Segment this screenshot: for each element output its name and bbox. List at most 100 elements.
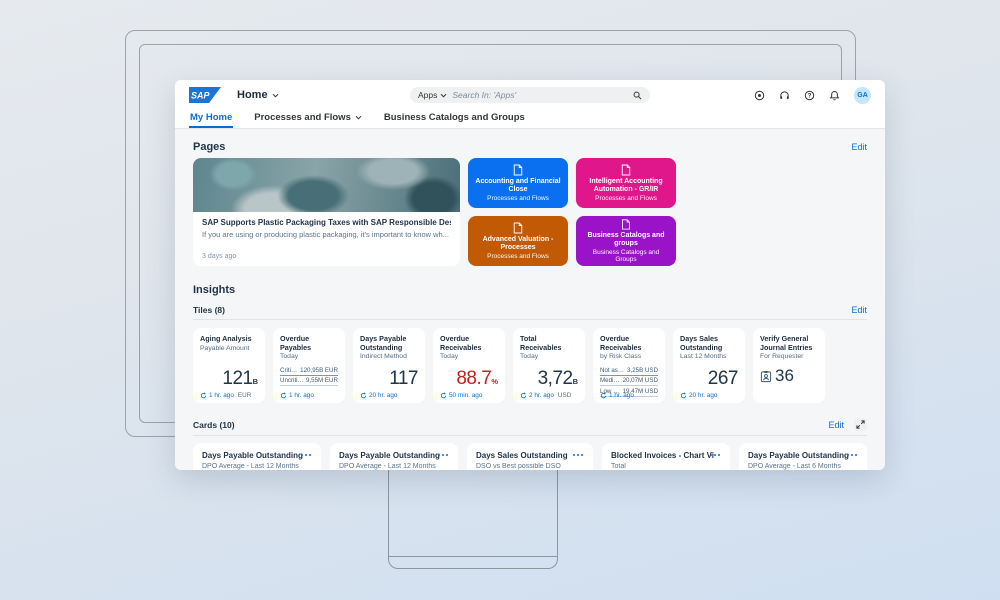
card-title: Days Payable Outstanding Direct [202, 451, 305, 460]
tile-total-receivables[interactable]: Total Receivables Today 3,72B 2 hr. ago … [513, 328, 585, 403]
page-tile-advanced-valuation[interactable]: Advanced Valuation - Processes Processes… [468, 216, 568, 266]
expand-button[interactable] [854, 418, 867, 431]
device-tablet-stand-line [388, 556, 558, 557]
search-input[interactable] [452, 90, 628, 100]
insights-title: Insights [193, 284, 236, 296]
tile-refresh-time: 1 hr. ago [209, 392, 234, 399]
row-label: Medium D... [600, 377, 623, 385]
page-tile-title: Advanced Valuation - Processes [482, 235, 554, 251]
page-tile-accounting-financial-close[interactable]: Accounting and Financial Close Processes… [468, 158, 568, 208]
page-tile-business-catalogs-groups[interactable]: Business Catalogs and groups Business Ca… [576, 216, 676, 266]
search-bar[interactable]: Apps [410, 87, 650, 103]
card-dpo-direct[interactable]: Days Payable Outstanding Direct DPO Aver… [193, 443, 321, 470]
news-card-body: SAP Supports Plastic Packaging Taxes wit… [193, 212, 460, 245]
cards-header-label: Cards (10) [193, 419, 235, 430]
tile-subtitle: Today [520, 353, 539, 361]
tile-title: Overdue Receivables [440, 334, 482, 352]
pages-row: SAP Supports Plastic Packaging Taxes wit… [193, 158, 867, 266]
tile-list-row: Low Defa... 19,47M USD [600, 386, 658, 397]
refresh-icon[interactable] [520, 392, 527, 399]
tab-label: Processes and Flows [254, 111, 351, 123]
tile-unit: % [491, 377, 498, 386]
tile-refresh-time: 20 hr. ago [369, 392, 398, 399]
tile-overdue-receivables-risk-class[interactable]: Overdue Receivables by Risk Class Not as… [593, 328, 665, 403]
news-card-title: SAP Supports Plastic Packaging Taxes wit… [202, 218, 451, 227]
overflow-menu-icon[interactable] [851, 454, 853, 456]
tile-subtitle: Today [440, 353, 459, 361]
tile-refresh-time: 1 hr. ago [609, 392, 634, 399]
tab-my-home[interactable]: My Home [189, 110, 234, 128]
overflow-menu-icon[interactable] [577, 454, 579, 456]
overflow-menu-icon[interactable] [714, 454, 716, 456]
card-dpo-indirect-6m[interactable]: Days Payable Outstanding Indirect DPO Av… [739, 443, 867, 470]
tile-footer: 1 hr. ago [280, 392, 314, 399]
sap-logo-text: SAP [191, 91, 211, 101]
search-icon[interactable] [633, 91, 642, 100]
tab-business-catalogs-and-groups[interactable]: Business Catalogs and Groups [383, 110, 526, 128]
cards-edit-button[interactable]: Edit [828, 419, 844, 430]
tile-overdue-payables[interactable]: Overdue Payables Today Critical O... 120… [273, 328, 345, 403]
sap-logo[interactable]: SAP [189, 87, 221, 103]
page-tile-subtitle: Processes and Flows [595, 195, 657, 203]
tab-processes-and-flows[interactable]: Processes and Flows [253, 110, 363, 128]
search-scope-select[interactable]: Apps [418, 90, 447, 100]
pages-edit-button[interactable]: Edit [851, 142, 867, 152]
tile-subtitle: Today [280, 353, 299, 361]
home-menu-label: Home [237, 89, 268, 101]
row-label: Not assigned [600, 366, 627, 374]
chevron-down-icon [441, 93, 447, 97]
tiles-section-header: Tiles (8) Edit [193, 305, 867, 320]
tile-refresh-time: 20 hr. ago [689, 392, 718, 399]
tile-title: Overdue Receivables [600, 334, 642, 352]
tile-subtitle: Indirect Method [360, 353, 407, 361]
assistant-icon[interactable] [754, 90, 765, 101]
card-subtitle: DSO vs Best possible DSO [476, 463, 561, 470]
device-tablet-outline [388, 430, 558, 569]
tile-list-row: Critical O... 120,95B EUR [280, 365, 338, 376]
document-icon [513, 222, 523, 234]
tile-subtitle: Last 12 Months [680, 353, 727, 361]
support-headset-icon[interactable] [779, 90, 790, 101]
overflow-menu-icon[interactable] [305, 454, 307, 456]
tiles-edit-button[interactable]: Edit [851, 305, 867, 315]
overflow-menu-icon[interactable] [442, 454, 444, 456]
notifications-bell-icon[interactable] [829, 90, 840, 101]
card-blocked-invoices[interactable]: Blocked Invoices - Chart View Total 64,7… [602, 443, 730, 470]
refresh-icon[interactable] [360, 392, 367, 399]
page-content: Pages Edit SAP Supports Plastic Packagin… [175, 129, 885, 470]
news-card[interactable]: SAP Supports Plastic Packaging Taxes wit… [193, 158, 460, 266]
pages-section-header: Pages Edit [193, 141, 867, 153]
refresh-icon[interactable] [440, 392, 447, 399]
tile-overdue-receivables-today[interactable]: Overdue Receivables Today 88.7% 50 min. … [433, 328, 505, 403]
tile-aging-analysis[interactable]: Aging Analysis Payable Amount 121B 1 hr.… [193, 328, 265, 403]
news-card-description: If you are using or producing plastic pa… [202, 230, 449, 239]
tile-refresh-time: 1 hr. ago [289, 392, 314, 399]
tile-days-sales-outstanding[interactable]: Days Sales Outstanding Last 12 Months 26… [673, 328, 745, 403]
page-tile-subtitle: Processes and Flows [487, 253, 549, 261]
user-avatar[interactable]: GA [854, 86, 871, 104]
help-icon[interactable]: ? [804, 90, 815, 101]
page-tile-intelligent-accounting-automation[interactable]: Intelligent Accounting Automation - GR/I… [576, 158, 676, 208]
row-value: 120,95B EUR [300, 366, 338, 374]
tile-refresh-time: 50 min. ago [449, 392, 483, 399]
home-menu-button[interactable]: Home [237, 89, 279, 101]
page-tile-title: Accounting and Financial Close [475, 177, 561, 193]
refresh-icon[interactable] [600, 392, 607, 399]
tile-days-payable-outstanding[interactable]: Days Payable Outstanding Indirect Method… [353, 328, 425, 403]
card-dpo-indirect-12m[interactable]: Days Payable Outstanding Indirect DPO Av… [330, 443, 458, 470]
tile-currency: EUR [237, 392, 252, 399]
tile-list-row: Uncritical O... 9,55M EUR [280, 376, 338, 387]
tile-list-row: Medium D... 20,07M USD [600, 376, 658, 387]
refresh-icon[interactable] [200, 392, 207, 399]
tile-subtitle: Payable Amount [200, 344, 250, 352]
page-tile-grid: Accounting and Financial Close Processes… [468, 158, 676, 266]
expand-icon [856, 420, 865, 429]
card-days-sales-outstanding[interactable]: Days Sales Outstanding DSO vs Best possi… [467, 443, 593, 470]
svg-text:?: ? [808, 92, 812, 99]
page-tile-subtitle: Processes and Flows [487, 195, 549, 203]
refresh-icon[interactable] [280, 392, 287, 399]
clipboard-person-icon [760, 370, 772, 382]
refresh-icon[interactable] [680, 392, 687, 399]
card-subtitle: DPO Average - Last 6 Months [748, 463, 841, 470]
tile-verify-general-journal-entries[interactable]: Verify General Journal Entries For Reque… [753, 328, 825, 403]
